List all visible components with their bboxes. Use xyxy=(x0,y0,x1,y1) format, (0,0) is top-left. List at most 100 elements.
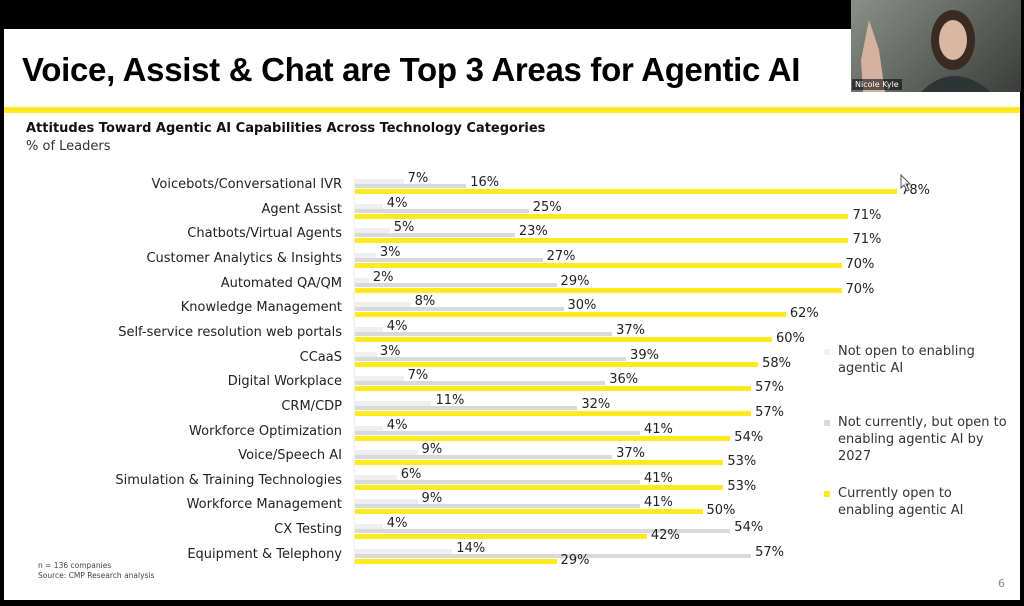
category-label: Equipment & Telephony xyxy=(187,546,342,562)
bar-current xyxy=(355,534,647,540)
bar-open-2027 xyxy=(355,479,640,484)
bar-current xyxy=(355,312,786,318)
value-label: 11% xyxy=(435,392,465,408)
bar-chart: Voicebots/Conversational IVR 7% 16% 78% Agen… xyxy=(4,29,1020,600)
bar-current xyxy=(355,213,849,219)
bar-current xyxy=(355,509,703,515)
footnote: n = 136 companies Source: CMP Research an… xyxy=(38,561,154,581)
category-label: Workforce Management xyxy=(186,497,342,513)
value-label: 9% xyxy=(421,491,443,507)
bar-not-open xyxy=(355,228,390,234)
page-number: 6 xyxy=(998,577,1005,590)
bar-current xyxy=(355,558,557,564)
bar-not-open xyxy=(355,277,369,283)
legend-label: Not open to enabling agentic AI xyxy=(838,344,975,376)
value-label: 53% xyxy=(727,454,757,470)
value-label: 54% xyxy=(734,520,764,536)
value-label: 4% xyxy=(386,417,408,433)
bar-open-2027 xyxy=(355,356,627,361)
bar-current xyxy=(355,435,731,441)
value-label: 29% xyxy=(560,273,590,289)
value-label: 3% xyxy=(379,343,401,359)
bar-open-2027 xyxy=(355,331,613,336)
bar-not-open xyxy=(355,499,418,505)
bar-not-open xyxy=(355,450,418,456)
value-label: 16% xyxy=(470,175,500,190)
source: Source: CMP Research analysis xyxy=(38,571,155,580)
bar-current xyxy=(355,262,842,268)
bar-not-open xyxy=(355,474,397,480)
value-label: 25% xyxy=(532,199,562,215)
category-label: Automated QA/QM xyxy=(220,275,342,291)
chart-unit: % of Leaders xyxy=(26,139,111,154)
value-label: 37% xyxy=(616,322,646,338)
category-label: Digital Workplace xyxy=(227,374,342,390)
value-label: 50% xyxy=(706,503,736,519)
value-label: 14% xyxy=(456,540,486,556)
legend-current: Currently open to enabling agentic AI xyxy=(824,485,988,519)
legend-swatch xyxy=(824,420,830,426)
value-label: 42% xyxy=(650,528,680,544)
bar-open-2027 xyxy=(355,504,640,509)
category-label: Self-service resolution web portals xyxy=(118,324,342,340)
value-label: 30% xyxy=(567,298,597,314)
bar-open-2027 xyxy=(355,430,640,435)
value-label: 57% xyxy=(755,544,785,560)
value-label: 70% xyxy=(845,256,875,272)
value-label: 60% xyxy=(776,330,805,346)
bar-not-open xyxy=(355,425,383,431)
bar-open-2027 xyxy=(355,529,731,534)
participant-name: Nicole Kyle xyxy=(852,79,902,90)
category-label: Simulation & Training Technologies xyxy=(115,472,342,488)
legend-open-2027: Not currently, but open to enabling agen… xyxy=(824,414,1008,465)
value-label: 41% xyxy=(643,470,673,486)
value-label: 58% xyxy=(762,355,791,371)
value-label: 32% xyxy=(581,396,611,412)
bar-current xyxy=(355,386,752,392)
value-label: 62% xyxy=(789,306,819,322)
bar-open-2027 xyxy=(355,455,613,460)
bar-not-open xyxy=(355,179,404,184)
value-label: 36% xyxy=(609,372,639,388)
value-label: 54% xyxy=(734,429,764,445)
value-label: 57% xyxy=(755,380,785,396)
category-label: CCaaS xyxy=(299,349,342,365)
bar-open-2027 xyxy=(355,257,543,262)
value-label: 5% xyxy=(393,220,415,236)
bar-open-2027 xyxy=(355,307,564,312)
value-label: 78% xyxy=(901,183,930,198)
value-label: 7% xyxy=(407,368,429,384)
value-label: 9% xyxy=(421,442,443,458)
category-label: Voicebots/Conversational IVR xyxy=(151,177,342,192)
bar-open-2027 xyxy=(355,208,529,213)
bar-current xyxy=(355,336,772,342)
bar-open-2027 xyxy=(355,381,606,386)
category-label: Customer Analytics & Insights xyxy=(146,250,342,266)
bar-not-open xyxy=(355,302,411,308)
presentation-slide: Voice, Assist & Chat are Top 3 Areas for… xyxy=(4,29,1020,600)
value-label: 70% xyxy=(845,281,875,297)
bar-current xyxy=(355,460,724,466)
bar-open-2027 xyxy=(355,282,557,287)
bar-not-open xyxy=(355,203,383,209)
category-label: Voice/Speech AI xyxy=(238,448,342,464)
bar-current xyxy=(355,410,752,416)
bar-open-2027 xyxy=(355,184,467,188)
category-label: Workforce Optimization xyxy=(189,423,342,439)
bar-not-open xyxy=(355,351,376,357)
value-label: 27% xyxy=(546,248,576,264)
value-label: 4% xyxy=(386,318,408,334)
bar-not-open xyxy=(355,252,376,258)
value-label: 8% xyxy=(414,294,436,310)
mouse-cursor-icon xyxy=(900,174,912,192)
video-thumbnail[interactable]: Nicole Kyle xyxy=(851,0,1021,92)
participant-avatar-icon xyxy=(861,10,991,92)
value-label: 53% xyxy=(727,478,757,494)
bar-current xyxy=(355,484,724,490)
bar-not-open xyxy=(355,548,453,554)
value-label: 41% xyxy=(643,421,673,437)
value-label: 6% xyxy=(400,466,422,482)
value-label: 4% xyxy=(386,516,408,532)
legend-not-open: Not open to enabling agentic AI xyxy=(824,343,998,377)
value-label: 71% xyxy=(852,207,882,223)
